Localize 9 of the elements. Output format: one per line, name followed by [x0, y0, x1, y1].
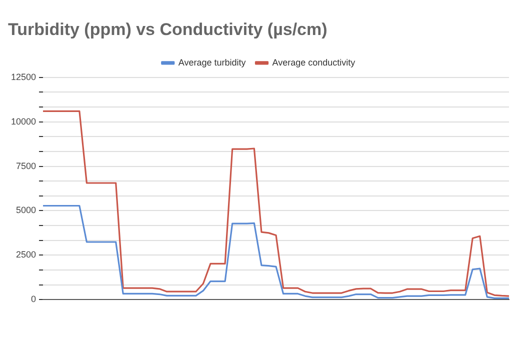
legend-label: Average conductivity — [272, 57, 356, 68]
y-tick-label: 5000 — [16, 205, 36, 216]
y-tick-label: 2500 — [16, 250, 36, 260]
y-tick-label: 12500 — [10, 72, 36, 82]
y-tick-label: 0 — [31, 294, 36, 304]
chart-title: Turbidity (ppm) vs Conductivity (µs/cm) — [8, 20, 328, 39]
legend-label: Average turbidity — [178, 57, 246, 68]
y-tick-label: 10000 — [10, 116, 36, 126]
y-tick-label: 7500 — [16, 160, 36, 171]
